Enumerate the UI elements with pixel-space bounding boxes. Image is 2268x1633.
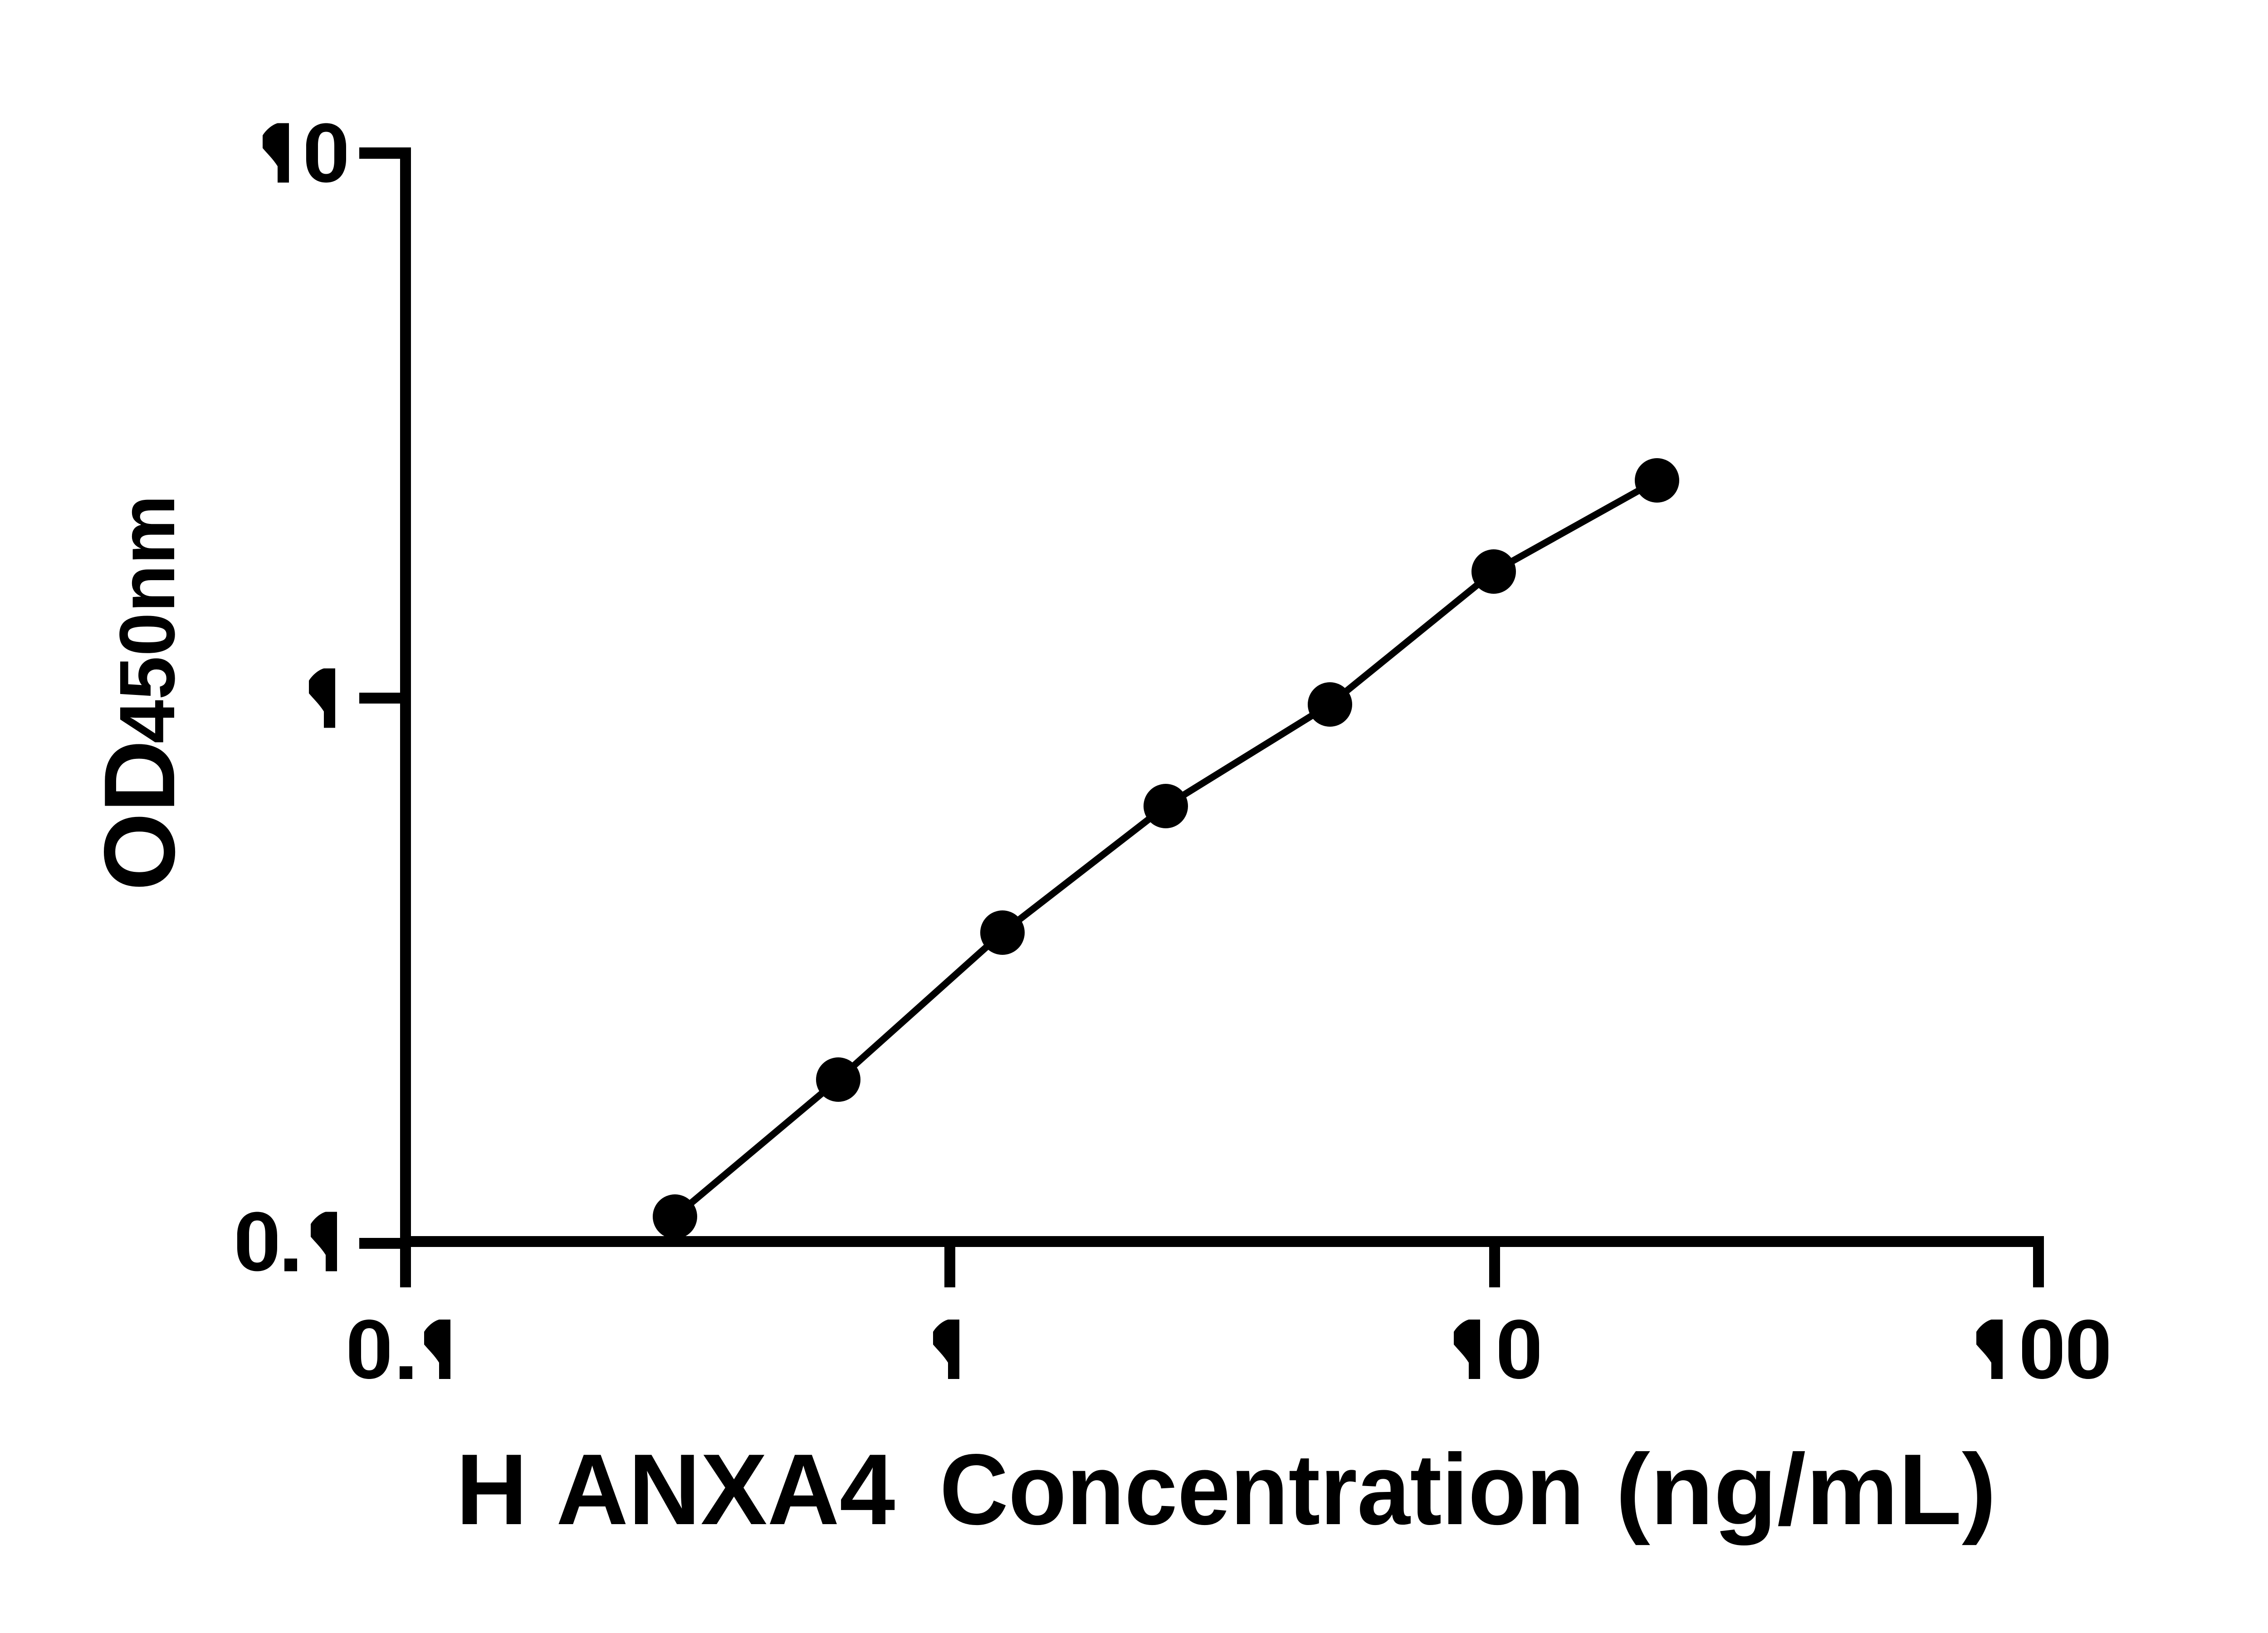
svg-text:ANXA4: ANXA4 [556,1433,895,1546]
svg-text:(ng/mL): (ng/mL) [1616,1433,1997,1546]
svg-text:H: H [456,1433,528,1546]
svg-text:Concentration: Concentration [940,1433,1584,1546]
